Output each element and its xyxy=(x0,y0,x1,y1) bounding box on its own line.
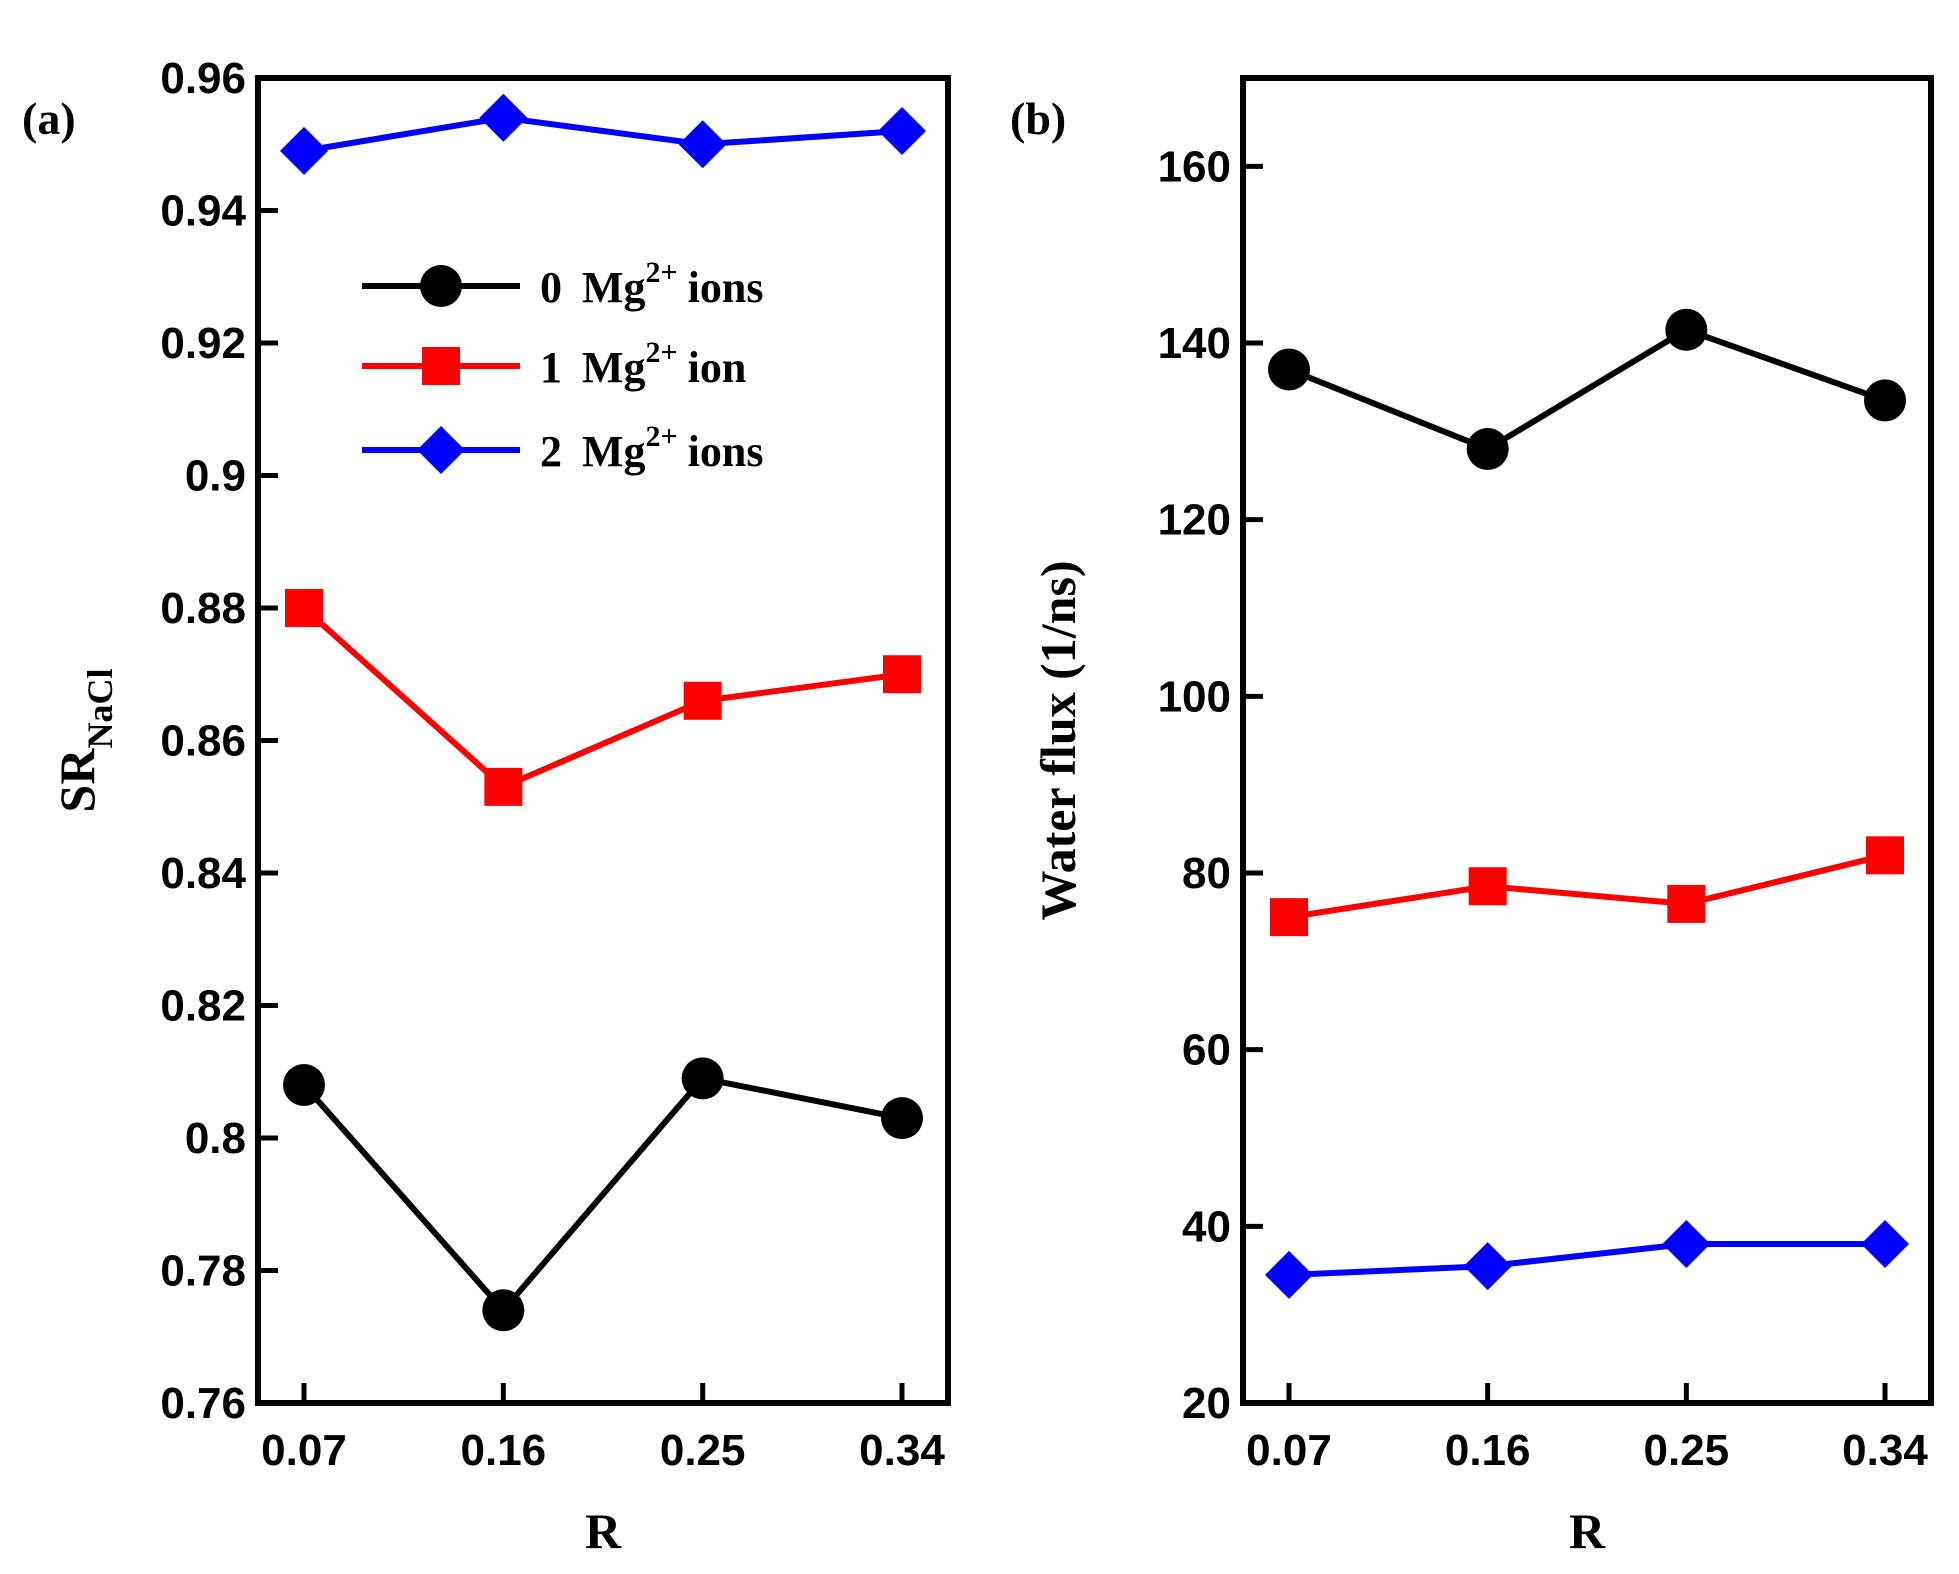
y-tick-label-b: 120 xyxy=(1158,496,1231,545)
x-tick-label-b: 0.34 xyxy=(1842,1426,1928,1475)
legend-ion: Mg xyxy=(582,343,646,392)
y-tick-label-b: 140 xyxy=(1158,319,1231,368)
data-point-b-0 xyxy=(1864,379,1906,422)
data-point-a-2 xyxy=(678,120,727,169)
legend-marker xyxy=(420,265,462,307)
y-axis-title-main-a: SR xyxy=(49,748,105,813)
data-point-b-1 xyxy=(1270,898,1308,937)
y-tick-label-b: 80 xyxy=(1182,849,1231,898)
y-tick-label-b: 40 xyxy=(1182,1202,1231,1251)
series-line-a-0 xyxy=(301,1075,903,1315)
legend-charge: 2+ xyxy=(646,336,678,369)
y-tick-label-b: 100 xyxy=(1158,672,1231,721)
data-point-a-0 xyxy=(283,1064,325,1106)
data-point-b-0 xyxy=(1268,348,1310,391)
legend-item-0: 0 Mg2+ ions xyxy=(362,256,763,312)
legend-charge: 2+ xyxy=(646,420,678,453)
data-point-b-1 xyxy=(1667,884,1706,923)
x-tick-label-b: 0.16 xyxy=(1445,1426,1531,1475)
legend-num: 1 xyxy=(540,343,562,392)
data-point-b-2 xyxy=(1662,1220,1711,1268)
y-axis-title-a: SRNaCl xyxy=(49,669,120,813)
legend-charge: 2+ xyxy=(646,256,678,289)
series-b-1 xyxy=(1270,836,1904,937)
data-point-b-2 xyxy=(1463,1242,1512,1291)
x-tick-label-a: 0.07 xyxy=(261,1426,347,1475)
y-tick-label-b: 160 xyxy=(1158,142,1231,191)
series-line-b-0 xyxy=(1287,326,1887,453)
data-point-a-1 xyxy=(285,589,323,627)
legend-suffix: ion xyxy=(688,343,747,392)
y-tick-label-b: 60 xyxy=(1182,1026,1231,1075)
legend-num: 2 xyxy=(540,427,562,476)
series-b-2 xyxy=(1265,1220,1909,1299)
legend-item-1: 1 Mg2+ ion xyxy=(362,336,746,392)
y-tick-label-a: 0.8 xyxy=(185,1114,246,1163)
data-point-a-0 xyxy=(482,1289,525,1332)
data-point-a-2 xyxy=(479,93,528,142)
data-point-b-2 xyxy=(1265,1250,1313,1299)
panel-b: 20 40 60 80 100 120 140 160 0.07 0.16 0.25 0.34 R Wat… xyxy=(1010,75,1934,1559)
legend-ion: Mg xyxy=(582,263,646,312)
series-b-0 xyxy=(1268,308,1906,470)
x-tick-label-b: 0.07 xyxy=(1246,1426,1332,1475)
y-axis-title-b: Water flux (1/ns) xyxy=(1030,560,1086,920)
data-point-a-2 xyxy=(280,126,328,175)
y-tick-label-a: 0.94 xyxy=(160,187,246,236)
series-line-b-1 xyxy=(1288,852,1886,921)
y-tick-label-a: 0.82 xyxy=(160,982,246,1031)
data-point-a-1 xyxy=(883,655,921,694)
y-tick-label-a: 0.78 xyxy=(160,1247,246,1296)
x-tick-label-b: 0.25 xyxy=(1644,1426,1730,1475)
data-point-b-0 xyxy=(1665,308,1708,351)
legend-label: 0 Mg2+ ions xyxy=(540,256,763,312)
series-a-2 xyxy=(280,93,926,175)
series-a-1 xyxy=(285,589,921,806)
y-tick-label-a: 0.9 xyxy=(185,452,246,501)
data-point-b-2 xyxy=(1861,1220,1909,1268)
plot-frame-b xyxy=(1240,75,1934,1406)
y-tick-label-b: 20 xyxy=(1182,1379,1231,1428)
y-tick-label-a: 0.76 xyxy=(160,1379,246,1428)
data-point-a-0 xyxy=(681,1057,724,1100)
y-tick-label-a: 0.96 xyxy=(160,54,246,103)
y-tick-label-a: 0.88 xyxy=(160,584,246,633)
legend-label: 1 Mg2+ ion xyxy=(540,336,746,392)
x-tick-label-a: 0.34 xyxy=(859,1426,945,1475)
panel-label-a: (a) xyxy=(22,93,76,144)
series-line-a-1 xyxy=(301,605,903,791)
y-tick-label-a: 0.86 xyxy=(160,717,246,766)
legend-item-2: 2 Mg2+ ions xyxy=(362,420,763,476)
series-line-a-2 xyxy=(303,114,903,154)
series-line-b-2 xyxy=(1288,1241,1885,1278)
legend-ion: Mg xyxy=(582,427,646,476)
legend-label: 2 Mg2+ ions xyxy=(540,420,763,476)
data-point-a-1 xyxy=(683,681,722,720)
legend-num: 0 xyxy=(540,263,562,312)
legend-suffix: ions xyxy=(688,427,764,476)
x-axis-title-a: R xyxy=(585,1503,622,1559)
x-tick-label-a: 0.25 xyxy=(660,1426,746,1475)
legend-suffix: ions xyxy=(688,263,764,312)
data-point-b-0 xyxy=(1466,428,1509,470)
legend-marker xyxy=(422,347,460,385)
x-axis-title-b: R xyxy=(1569,1503,1606,1559)
data-point-a-2 xyxy=(878,107,926,155)
data-point-a-1 xyxy=(484,767,523,806)
data-point-a-0 xyxy=(881,1097,923,1140)
x-tick-label-a: 0.16 xyxy=(461,1426,547,1475)
y-axis-title-main-b: Water flux (1/ns) xyxy=(1030,560,1086,920)
data-point-b-1 xyxy=(1468,867,1507,906)
legend-marker xyxy=(417,426,465,474)
panel-a: 0.76 0.78 0.8 0.82 0.84 0.86 0.88 0.9 0.92 0.94 0.… xyxy=(22,54,951,1559)
y-tick-label-a: 0.92 xyxy=(160,319,246,368)
panel-label-b: (b) xyxy=(1010,93,1066,144)
y-axis-title-sub-a: NaCl xyxy=(80,669,120,749)
series-a-0 xyxy=(283,1057,923,1332)
data-point-b-1 xyxy=(1866,836,1904,875)
y-tick-label-a: 0.84 xyxy=(160,849,246,898)
